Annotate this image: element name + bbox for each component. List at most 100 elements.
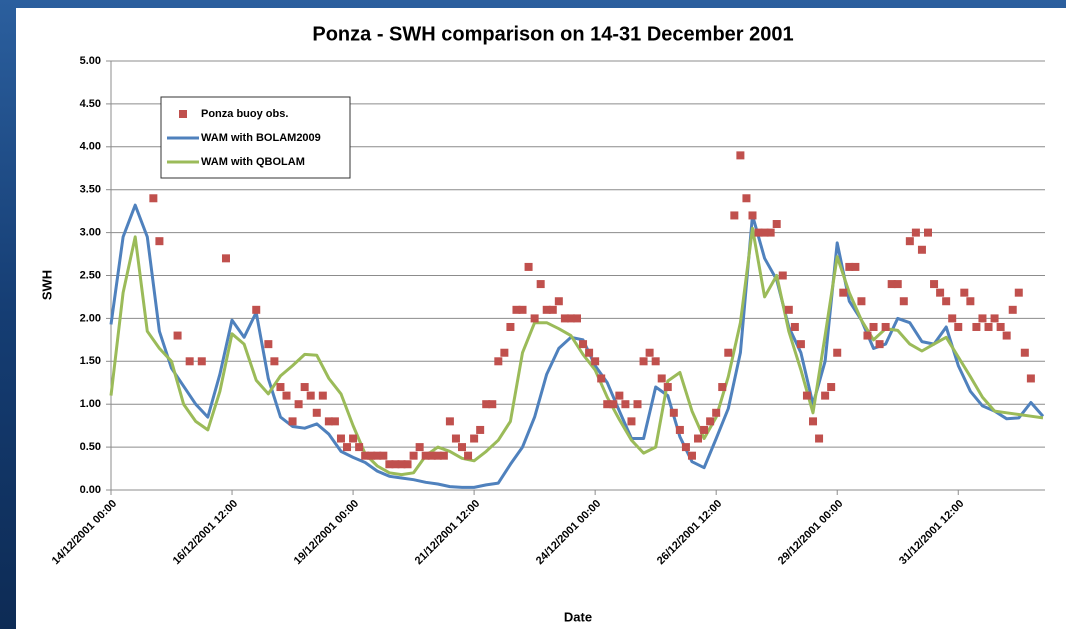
- data-point: [445, 417, 454, 426]
- data-point: [839, 288, 848, 297]
- data-point: [318, 391, 327, 400]
- data-point: [391, 460, 400, 469]
- legend-marker: [179, 110, 187, 118]
- y-tick-label: 3.00: [80, 227, 101, 239]
- data-point: [609, 400, 618, 409]
- data-point: [790, 322, 799, 331]
- data-point: [379, 451, 388, 460]
- legend-label: Ponza buoy obs.: [201, 108, 288, 120]
- data-point: [1020, 348, 1029, 357]
- y-tick-label: 2.00: [80, 312, 101, 324]
- data-point: [330, 417, 339, 426]
- data-point: [869, 322, 878, 331]
- data-point: [754, 228, 763, 237]
- data-point: [694, 434, 703, 443]
- legend: Ponza buoy obs. WAM with BOLAM2009 WAM wit…: [160, 96, 351, 179]
- data-point: [966, 297, 975, 306]
- data-point: [657, 374, 666, 383]
- data-point: [621, 400, 630, 409]
- data-point: [221, 254, 230, 263]
- data-point: [706, 417, 715, 426]
- data-point: [863, 331, 872, 340]
- data-point: [742, 194, 751, 203]
- data-point: [730, 211, 739, 220]
- data-point: [518, 305, 527, 314]
- y-tick-label: 1.00: [80, 398, 101, 410]
- y-tick-label: 3.50: [80, 184, 101, 196]
- data-point: [748, 211, 757, 220]
- data-point: [276, 383, 285, 392]
- data-point: [827, 383, 836, 392]
- data-point: [978, 314, 987, 323]
- legend-label: WAM with BOLAM2009: [201, 132, 321, 144]
- data-point: [663, 383, 672, 392]
- data-point: [579, 340, 588, 349]
- data-point: [1014, 288, 1023, 297]
- data-point: [173, 331, 182, 340]
- data-point: [482, 400, 491, 409]
- data-point: [923, 228, 932, 237]
- data-point: [857, 297, 866, 306]
- data-point: [149, 194, 158, 203]
- data-point: [288, 417, 297, 426]
- data-point: [875, 340, 884, 349]
- data-point: [324, 417, 333, 426]
- data-point: [488, 400, 497, 409]
- data-point: [554, 297, 563, 306]
- chart-title: Ponza - SWH comparison on 14-31 December…: [312, 23, 793, 45]
- data-point: [936, 288, 945, 297]
- y-tick-label: 4.00: [80, 141, 101, 153]
- y-tick-label: 0.00: [80, 484, 101, 496]
- data-point: [476, 425, 485, 434]
- data-point: [960, 288, 969, 297]
- data-point: [524, 262, 533, 271]
- data-point: [542, 305, 551, 314]
- data-point: [784, 305, 793, 314]
- data-point: [633, 400, 642, 409]
- data-point: [433, 451, 442, 460]
- data-point: [645, 348, 654, 357]
- data-point: [470, 434, 479, 443]
- data-point: [700, 425, 709, 434]
- data-point: [881, 322, 890, 331]
- data-point: [833, 348, 842, 357]
- data-point: [548, 305, 557, 314]
- data-point: [409, 451, 418, 460]
- data-point: [766, 228, 775, 237]
- data-point: [639, 357, 648, 366]
- data-point: [367, 451, 376, 460]
- data-point: [802, 391, 811, 400]
- data-point: [1026, 374, 1035, 383]
- data-point: [300, 383, 309, 392]
- data-point: [439, 451, 448, 460]
- data-point: [427, 451, 436, 460]
- data-point: [536, 280, 545, 289]
- data-point: [675, 425, 684, 434]
- data-line: [109, 203, 1045, 489]
- data-point: [911, 228, 920, 237]
- data-point: [948, 314, 957, 323]
- data-point: [294, 400, 303, 409]
- data-point: [972, 322, 981, 331]
- data-point: [1002, 331, 1011, 340]
- data-point: [385, 460, 394, 469]
- data-point: [917, 245, 926, 254]
- data-point: [560, 314, 569, 323]
- data-point: [796, 340, 805, 349]
- data-point: [530, 314, 539, 323]
- data-point: [185, 357, 194, 366]
- data-point: [681, 443, 690, 452]
- data-point: [421, 451, 430, 460]
- data-point: [996, 322, 1005, 331]
- data-point: [905, 237, 914, 246]
- data-point: [845, 262, 854, 271]
- data-point: [464, 451, 473, 460]
- data-point: [887, 280, 896, 289]
- data-point: [397, 460, 406, 469]
- data-point: [809, 417, 818, 426]
- data-point: [651, 357, 660, 366]
- data-point: [942, 297, 951, 306]
- data-point: [591, 357, 600, 366]
- data-point: [615, 391, 624, 400]
